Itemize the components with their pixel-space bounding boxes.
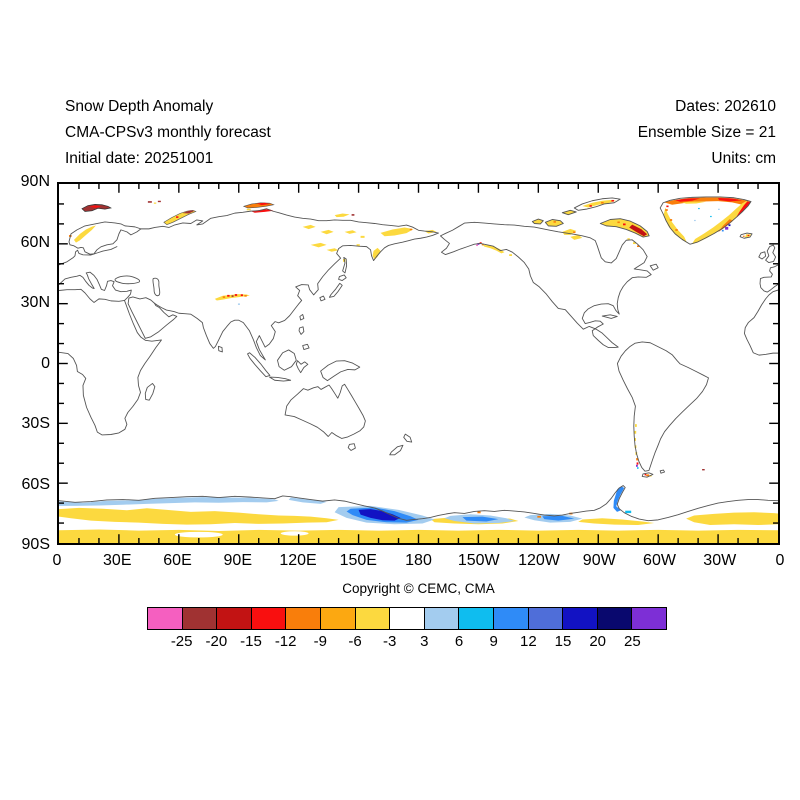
axis-ticks <box>59 184 778 543</box>
colorbar-label: 3 <box>420 633 429 650</box>
lat-label: 30N <box>20 294 50 311</box>
lon-label: 60E <box>163 552 192 569</box>
map-frame <box>57 182 780 545</box>
colorbar-cell <box>528 608 564 629</box>
lon-label: 90E <box>223 552 252 569</box>
units-label: Units: cm <box>711 150 776 167</box>
lon-label: 150W <box>457 552 500 569</box>
colorbar-cell <box>632 608 666 629</box>
colorbar-cell <box>424 608 460 629</box>
copyright-line: Copyright © CEMC, CMA <box>342 581 495 596</box>
colorbar-cell <box>182 608 218 629</box>
lon-label: 0 <box>775 552 785 569</box>
colorbar-label: -3 <box>382 633 397 650</box>
colorbar-label: -20 <box>205 633 228 650</box>
colorbar-label: 15 <box>554 633 572 650</box>
dates-label: Dates: 202610 <box>675 98 776 115</box>
colorbar-cell <box>217 608 252 629</box>
colorbar-label: 20 <box>589 633 606 650</box>
colorbar-label: -15 <box>240 633 262 650</box>
lon-label: 60W <box>643 552 676 569</box>
colorbar-cell <box>148 608 183 629</box>
figure-subtitle: CMA-CPSv3 monthly forecast <box>65 124 271 141</box>
colorbar-label: 25 <box>623 633 641 650</box>
colorbar-label: 6 <box>454 633 464 650</box>
lon-label: 120E <box>279 552 317 569</box>
lon-label: 120W <box>518 552 560 569</box>
lon-label: 180 <box>405 552 432 569</box>
lat-label: 30S <box>21 415 50 432</box>
initial-date-label: Initial date: 20251001 <box>65 150 214 167</box>
colorbar-label: 12 <box>519 633 537 650</box>
coastlines <box>59 197 778 521</box>
anomaly-fills <box>59 197 778 543</box>
colorbar-cell <box>459 608 494 629</box>
lon-label: 0 <box>52 552 62 569</box>
lon-label: 150E <box>339 552 377 569</box>
lat-label: 0 <box>41 354 50 372</box>
figure-title: Snow Depth Anomaly <box>65 98 214 115</box>
colorbar-cell <box>597 608 633 629</box>
colorbar-cell <box>251 608 287 629</box>
colorbar-cell <box>320 608 356 629</box>
lon-label: 30E <box>103 552 132 569</box>
lat-label: 60S <box>21 475 50 493</box>
lon-label: 90W <box>582 552 616 569</box>
colorbar-cell <box>286 608 321 629</box>
ensemble-size-label: Ensemble Size = 21 <box>637 124 776 141</box>
colorbar-cell <box>563 608 598 629</box>
lat-label: 90N <box>20 173 50 190</box>
colorbar-label: 9 <box>489 633 498 650</box>
lat-label: 60N <box>20 233 50 251</box>
colorbar-cell <box>355 608 391 629</box>
colorbar-label: -6 <box>348 633 362 650</box>
colorbar-cell <box>493 608 529 629</box>
colorbar-label: -12 <box>274 633 297 650</box>
colorbar <box>147 607 667 630</box>
world-map-svg <box>59 184 778 543</box>
colorbar-cell <box>390 608 425 629</box>
lat-label: 90S <box>21 536 50 553</box>
colorbar-label: -25 <box>170 633 193 650</box>
colorbar-label: -9 <box>313 633 327 650</box>
lon-label: 30W <box>703 552 737 569</box>
